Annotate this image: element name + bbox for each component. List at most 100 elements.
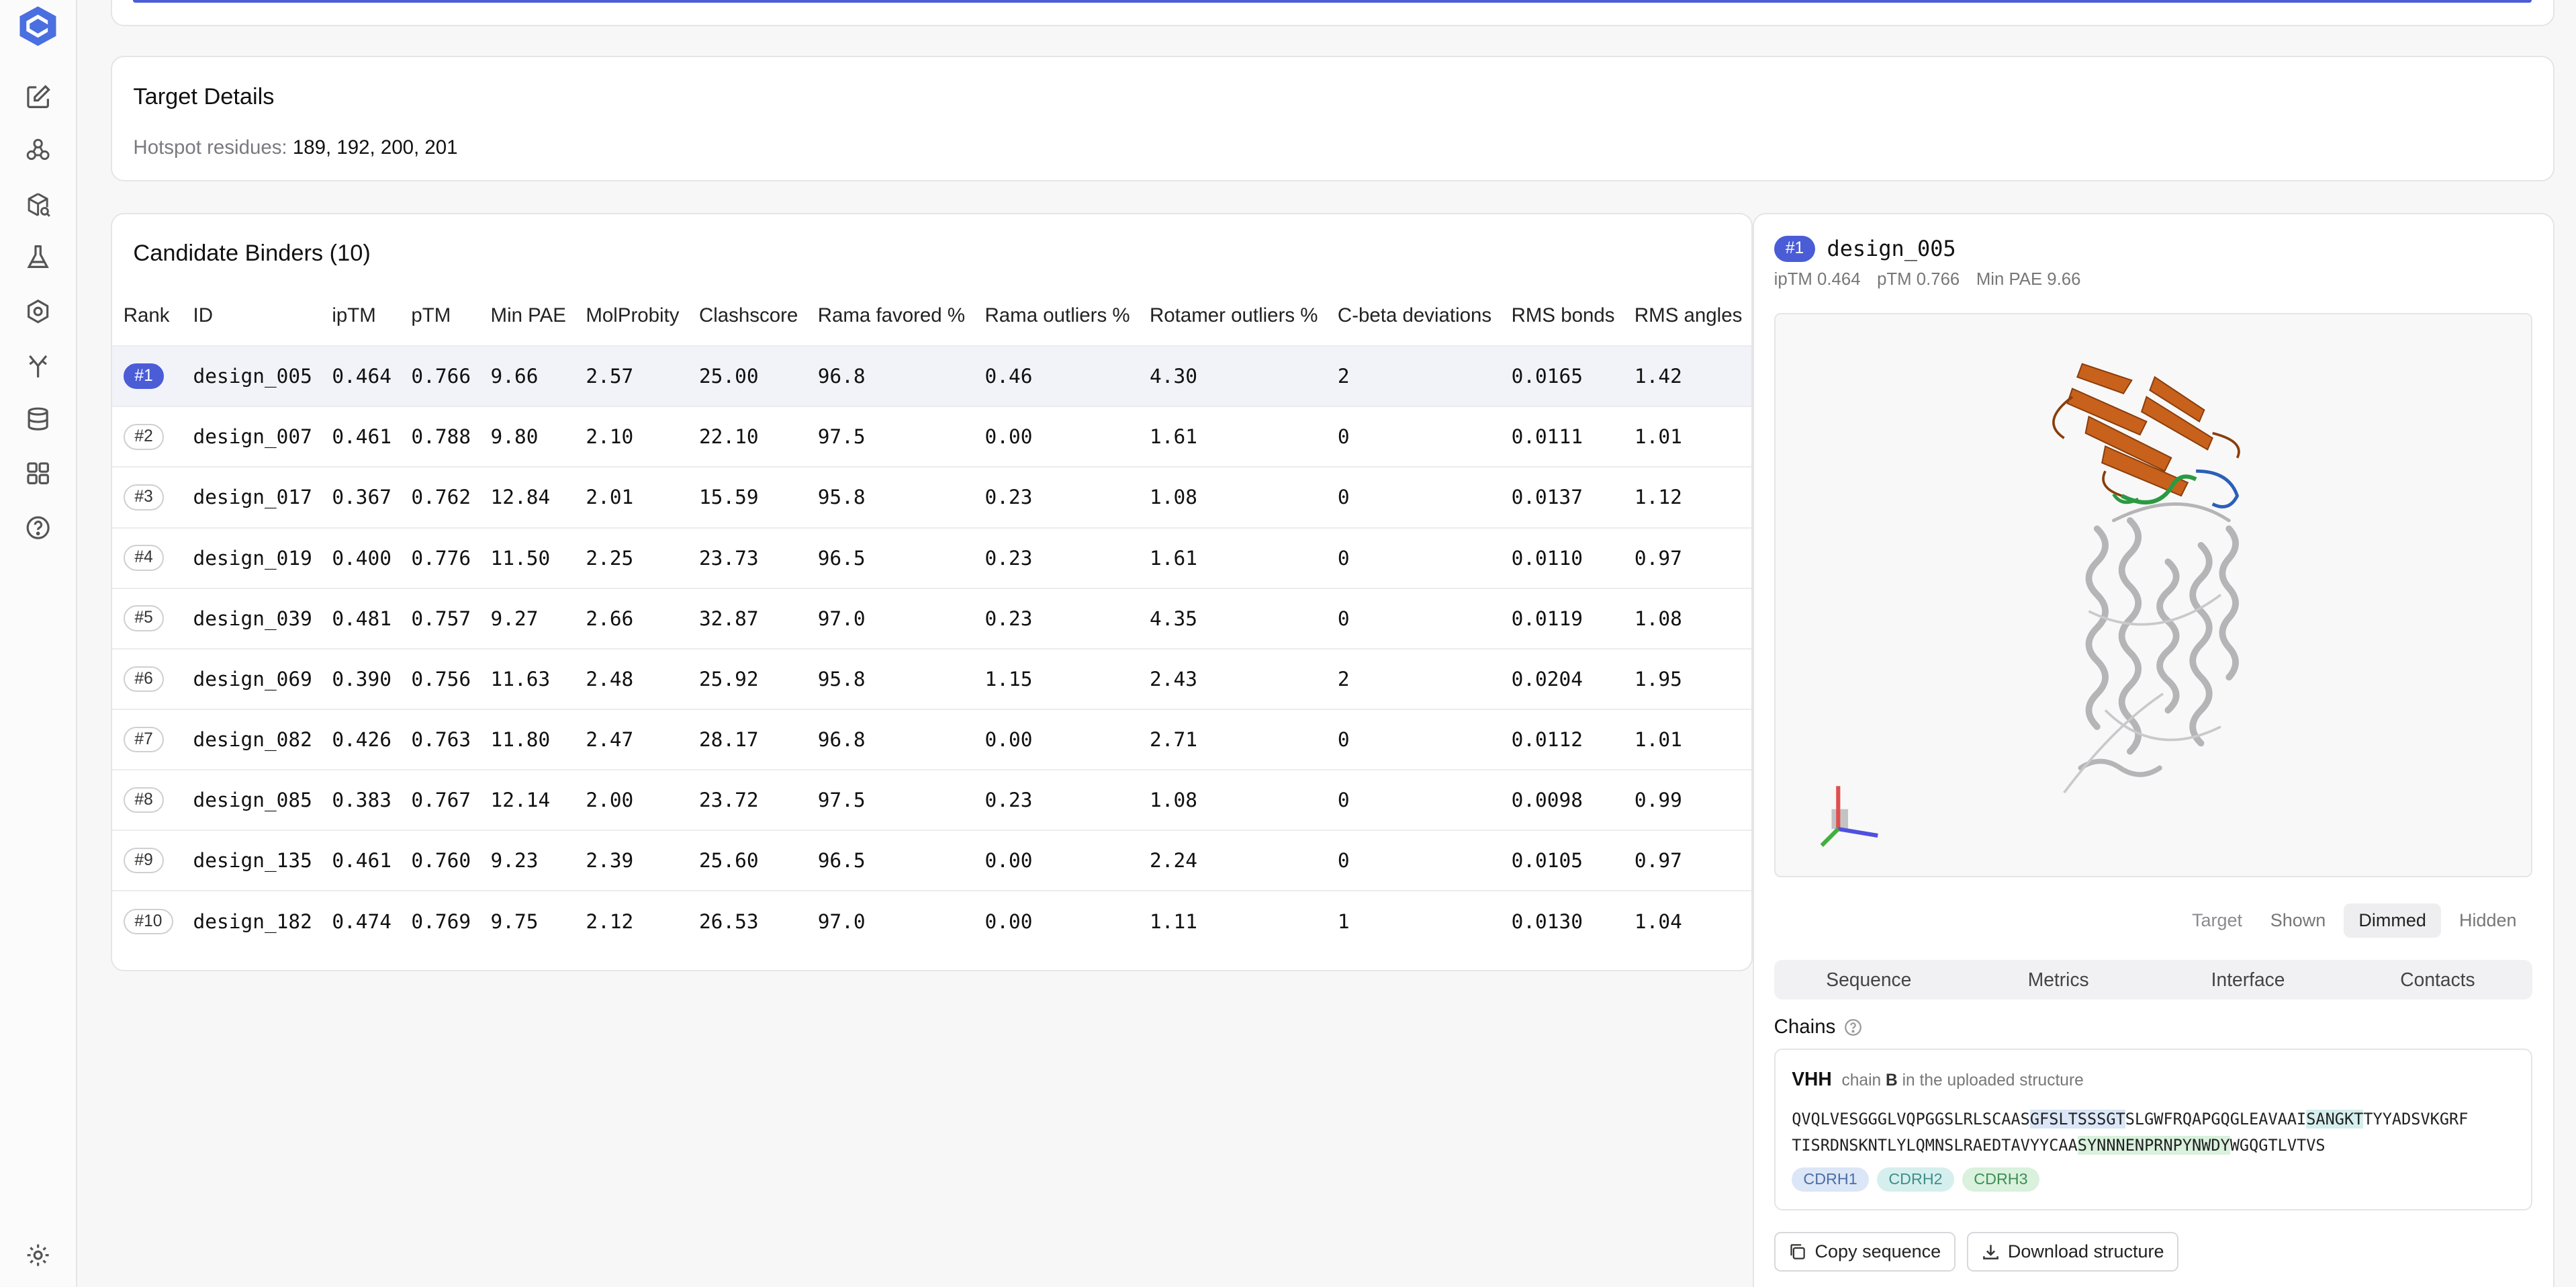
table-cell-molprobity: 2.10 bbox=[576, 406, 690, 468]
tab-interface[interactable]: Interface bbox=[2211, 968, 2285, 990]
table-row[interactable]: #10 design_182 0.474 0.769 9.75 2.12 26.53 97.0… bbox=[111, 890, 1752, 952]
help-circle-icon[interactable] bbox=[25, 515, 51, 541]
column-header[interactable]: Rank bbox=[123, 304, 170, 327]
table-cell-rms-angles: 1.42 bbox=[1624, 345, 1752, 407]
table-cell-clashscore: 23.72 bbox=[689, 768, 808, 831]
axis-gizmo-icon bbox=[1820, 786, 1878, 847]
hexagon-settings-icon[interactable] bbox=[25, 298, 51, 324]
column-header[interactable]: ipTM bbox=[332, 304, 376, 327]
table-cell-rms-bonds: 0.0137 bbox=[1501, 466, 1625, 528]
hotspot-value: 189, 192, 200, 201 bbox=[292, 136, 458, 159]
help-icon[interactable] bbox=[1844, 1018, 1862, 1036]
column-header[interactable]: pTM bbox=[411, 304, 451, 327]
tab-metrics[interactable]: Metrics bbox=[2027, 968, 2089, 990]
table-cell-id: design_039 bbox=[183, 587, 322, 649]
table-cell-iptm: 0.390 bbox=[322, 648, 402, 709]
table-cell-rama-favored: 97.5 bbox=[807, 768, 975, 831]
dashboard-icon[interactable] bbox=[25, 460, 51, 486]
sequence-segment: TISRDNSKNTLYLQMNSLRAEDTAVYYCAA bbox=[1792, 1135, 2078, 1155]
hotspot-label: Hotspot residues: bbox=[133, 136, 287, 159]
edit-icon[interactable] bbox=[25, 84, 51, 110]
table-cell-id: design_182 bbox=[183, 890, 322, 952]
table-row[interactable]: #6 design_069 0.390 0.756 11.63 2.48 25.92 95.8… bbox=[111, 648, 1752, 709]
table-cell-min-pae: 9.66 bbox=[480, 345, 576, 407]
molecules-icon[interactable] bbox=[25, 137, 51, 163]
column-header[interactable]: Rama outliers % bbox=[984, 304, 1130, 327]
table-row[interactable]: #2 design_007 0.461 0.788 9.80 2.10 22.10 97.5 0… bbox=[111, 406, 1752, 468]
column-header[interactable]: ID bbox=[193, 304, 214, 327]
table-cell-molprobity: 2.47 bbox=[576, 708, 690, 770]
column-header[interactable]: Rama favored % bbox=[817, 304, 966, 327]
table-cell-rms-bonds: 0.0204 bbox=[1501, 648, 1625, 709]
table-cell-clashscore: 26.53 bbox=[689, 890, 808, 952]
tab-sequence[interactable]: Sequence bbox=[1826, 968, 1912, 990]
table-cell-rms-bonds: 0.0119 bbox=[1501, 587, 1625, 649]
structure-viewer[interactable] bbox=[1774, 313, 2533, 877]
table-row[interactable]: #8 design_085 0.383 0.767 12.14 2.00 23.72 97.5… bbox=[111, 768, 1752, 831]
table-row[interactable]: #3 design_017 0.367 0.762 12.84 2.01 15.59 95.8… bbox=[111, 466, 1752, 528]
table-cell-ptm: 0.763 bbox=[401, 708, 481, 770]
column-header[interactable]: C-beta deviations bbox=[1337, 304, 1492, 327]
column-header[interactable]: Clashscore bbox=[698, 304, 798, 327]
detail-metric-min-pae: Min PAE 9.66 bbox=[1976, 270, 2081, 290]
table-cell-rank: #10 bbox=[111, 890, 183, 952]
table-cell-rama-outliers: 0.23 bbox=[974, 466, 1140, 528]
detail-tabs: Sequence Metrics Interface Contacts bbox=[1774, 959, 2533, 1000]
flask-icon[interactable] bbox=[25, 244, 51, 270]
table-cell-ptm: 0.760 bbox=[401, 830, 481, 891]
table-cell-rotamer-outliers: 2.43 bbox=[1140, 648, 1328, 709]
settings-icon[interactable] bbox=[25, 1242, 51, 1268]
target-details-card: Target Details Hotspot residues: 189, 19… bbox=[110, 56, 2555, 182]
target-toggle-hidden[interactable]: Hidden bbox=[2458, 909, 2517, 930]
table-cell-rama-favored: 95.8 bbox=[807, 466, 975, 528]
column-header[interactable]: RMS bonds bbox=[1511, 304, 1615, 327]
table-cell-rama-favored: 96.5 bbox=[807, 527, 975, 588]
target-details-title: Target Details bbox=[133, 83, 275, 109]
table-cell-id: design_017 bbox=[183, 466, 322, 528]
progress-card bbox=[110, 0, 2555, 27]
antibody-icon[interactable] bbox=[25, 353, 51, 379]
table-cell-id: design_007 bbox=[183, 406, 322, 468]
table-cell-cbeta: 0 bbox=[1328, 466, 1502, 528]
column-header[interactable]: RMS angles bbox=[1634, 304, 1743, 327]
download-icon bbox=[1982, 1245, 1998, 1259]
table-cell-rms-angles: 1.04 bbox=[1624, 890, 1752, 952]
column-header[interactable]: Min PAE bbox=[490, 304, 566, 327]
sequence-segment: TYYADSVKGRF bbox=[2363, 1109, 2469, 1128]
table-cell-rotamer-outliers: 2.71 bbox=[1140, 708, 1328, 770]
table-cell-id: design_019 bbox=[183, 527, 322, 588]
detail-header: #1 design_005 bbox=[1774, 235, 1956, 262]
table-row[interactable]: #4 design_019 0.400 0.776 11.50 2.25 23.73 96.5… bbox=[111, 527, 1752, 588]
table-cell-rama-favored: 95.8 bbox=[807, 648, 975, 709]
table-cell-rama-outliers: 1.15 bbox=[974, 648, 1140, 709]
table-cell-min-pae: 11.63 bbox=[480, 648, 576, 709]
target-toggle-shown[interactable]: Shown bbox=[2270, 909, 2326, 930]
app-logo-icon[interactable] bbox=[18, 5, 58, 48]
chains-label: Chains bbox=[1774, 1016, 1836, 1038]
table-row[interactable]: #9 design_135 0.461 0.760 9.23 2.39 25.60 96.5 0… bbox=[111, 830, 1752, 891]
table-cell-molprobity: 2.00 bbox=[576, 768, 690, 831]
package-search-icon[interactable] bbox=[25, 191, 51, 218]
rank-badge: #6 bbox=[123, 666, 165, 692]
table-cell-rms-bonds: 0.0105 bbox=[1501, 830, 1625, 891]
table-cell-rama-outliers: 0.46 bbox=[974, 345, 1140, 407]
table-cell-rank: #3 bbox=[111, 466, 183, 528]
table-row[interactable]: #5 design_039 0.481 0.757 9.27 2.66 32.87 97.0 0… bbox=[111, 587, 1752, 649]
tab-contacts[interactable]: Contacts bbox=[2400, 968, 2475, 990]
target-toggle-dimmed[interactable]: Dimmed bbox=[2344, 903, 2441, 938]
binder-detail-panel: #1 design_005 ipTM 0.464 pTM 0.766 Min P… bbox=[1753, 212, 2555, 1287]
layers-icon[interactable] bbox=[25, 406, 51, 432]
column-header[interactable]: Rotamer outliers % bbox=[1150, 304, 1318, 327]
column-header[interactable]: MolProbity bbox=[586, 304, 680, 327]
sequence-cdr2-segment: SANGKT bbox=[2306, 1109, 2364, 1128]
table-cell-min-pae: 9.80 bbox=[480, 406, 576, 468]
table-cell-molprobity: 2.57 bbox=[576, 345, 690, 407]
binders-table: Rank ID ipTM pTM Min PAE MolProbity Clashscore… bbox=[111, 287, 1752, 952]
table-cell-molprobity: 2.39 bbox=[576, 830, 690, 891]
copy-sequence-button[interactable]: Copy sequence bbox=[1774, 1231, 1956, 1272]
table-row[interactable]: #7 design_082 0.426 0.763 11.80 2.47 28.17 96.8… bbox=[111, 708, 1752, 770]
structure-render[interactable] bbox=[1776, 314, 2533, 877]
table-cell-iptm: 0.461 bbox=[322, 830, 402, 891]
table-row[interactable]: #1 design_005 0.464 0.766 9.66 2.57 25.00 96.8 0… bbox=[111, 345, 1752, 407]
download-structure-button[interactable]: Download structure bbox=[1967, 1231, 2179, 1272]
